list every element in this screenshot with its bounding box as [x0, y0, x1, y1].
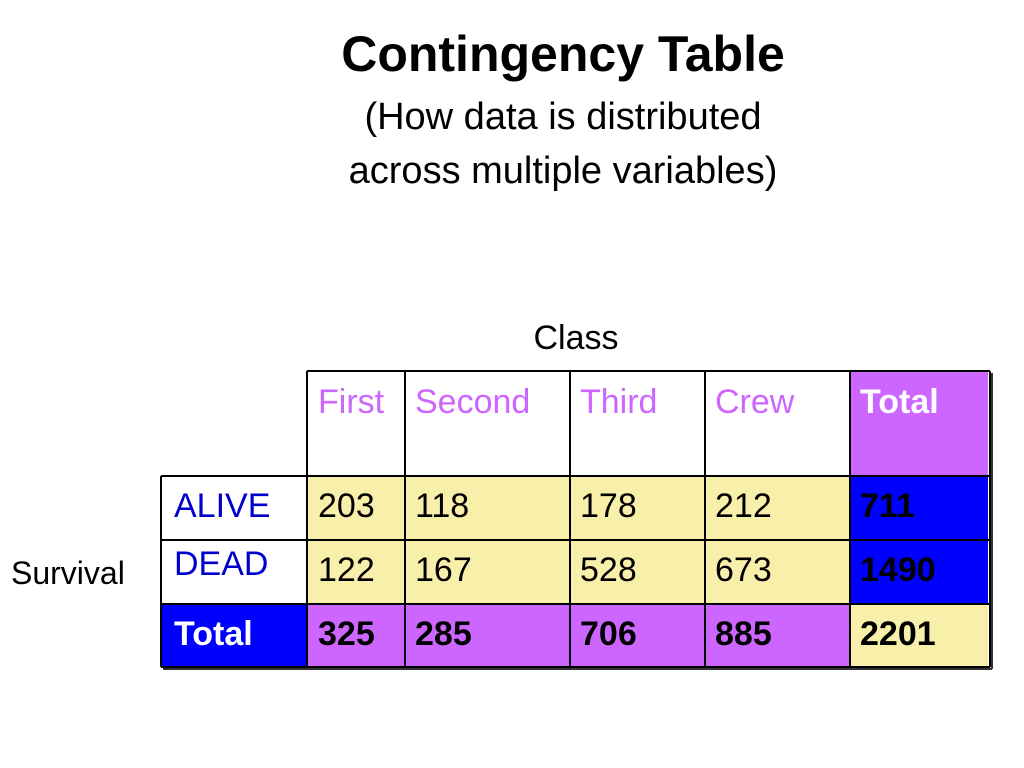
table-cell: 118 — [405, 476, 570, 540]
grand-total-cell: 2201 — [850, 604, 988, 666]
column-total-cell: 706 — [570, 604, 705, 666]
table-cell: 122 — [308, 540, 405, 604]
row-label-dead: DEAD — [174, 545, 269, 583]
slide-subtitle-line-1: (How data is distributed — [364, 96, 762, 138]
row-label-total: Total — [162, 604, 308, 666]
table-cell: 212 — [705, 476, 850, 540]
table-cell: 203 — [308, 476, 405, 540]
row-variable-label: Survival — [11, 555, 125, 591]
column-header-total: Total — [850, 372, 988, 476]
column-header-first: First — [318, 383, 385, 421]
table-cell: 167 — [405, 540, 570, 604]
column-total-cell: 325 — [308, 604, 405, 666]
contingency-table: First Second Third Crew Total ALIVE 203 … — [160, 368, 990, 668]
table-cell: 178 — [570, 476, 705, 540]
slide-title: Contingency Table — [341, 26, 785, 82]
row-label-alive: ALIVE — [174, 487, 271, 525]
column-variable-label: Class — [533, 319, 619, 357]
row-total-cell: 711 — [850, 476, 988, 540]
row-total-cell: 1490 — [850, 540, 988, 604]
slide-subtitle-line-2: across multiple variables) — [348, 150, 778, 192]
column-header-second: Second — [415, 383, 531, 421]
column-header-third: Third — [580, 383, 658, 421]
column-total-cell: 285 — [405, 604, 570, 666]
column-total-cell: 885 — [705, 604, 850, 666]
table-cell: 528 — [570, 540, 705, 604]
table-cell: 673 — [705, 540, 850, 604]
column-header-crew: Crew — [715, 383, 795, 421]
